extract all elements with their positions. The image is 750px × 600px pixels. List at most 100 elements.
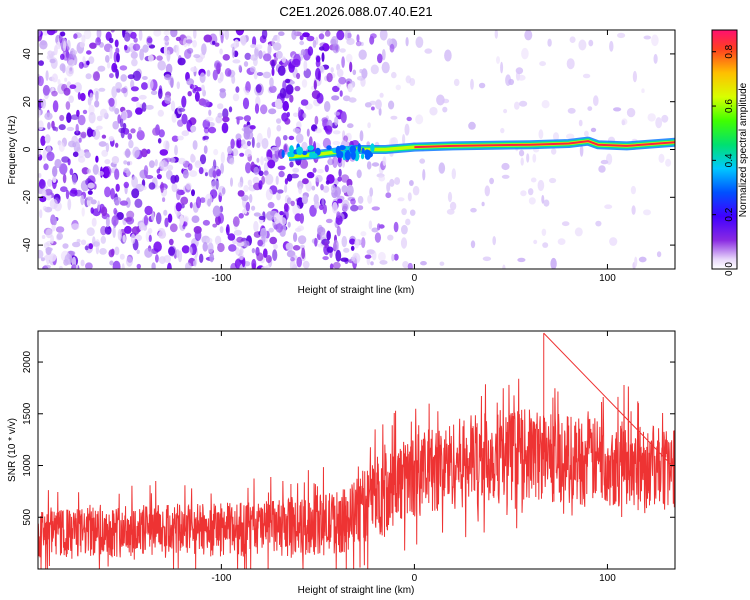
spectrogram-xlabel: Height of straight line (km) <box>298 285 415 296</box>
spectrogram-noise-blob <box>167 213 173 223</box>
spectrogram-noise-blob <box>258 180 263 190</box>
spectrogram-noise-blob <box>92 128 101 140</box>
spectrogram-noise-blob <box>61 64 66 74</box>
spectrogram-noise-blob <box>517 257 526 263</box>
spectrogram-noise-blob <box>65 101 71 110</box>
spectrogram-ridge-blob <box>344 150 351 161</box>
snr-ytick-label: 2000 <box>22 350 33 373</box>
spectrogram-noise-blob <box>123 167 130 173</box>
spectrogram-noise-blob <box>393 253 399 261</box>
spectrogram-noise-blob <box>72 50 78 55</box>
spectrogram-noise-blob <box>254 103 260 114</box>
spectrogram-noise-blob <box>38 101 42 111</box>
spectrogram-noise-blob <box>609 40 614 52</box>
spectrogram-noise-blob <box>276 192 281 201</box>
spectrogram-noise-blob <box>51 90 58 97</box>
spectrogram-noise-blob <box>190 125 197 133</box>
spectrogram-noise-blob <box>325 180 330 185</box>
spectrogram-noise-blob <box>240 35 247 46</box>
spectrogram-noise-blob <box>256 157 260 163</box>
spectrogram-noise-blob <box>75 123 79 134</box>
spectrogram-noise-blob <box>290 173 300 179</box>
spectrogram-noise-blob <box>232 93 240 102</box>
spectrogram-noise-blob <box>368 220 373 230</box>
spectrogram-noise-blob <box>65 189 70 200</box>
spectrogram-noise-blob <box>282 100 290 112</box>
spectrogram-noise-blob <box>352 69 357 76</box>
spectrogram-noise-blob <box>346 37 355 46</box>
spectrogram-noise-blob <box>126 161 131 166</box>
spectrogram-noise-blob <box>330 67 334 73</box>
spectrogram-noise-blob <box>213 148 219 156</box>
spectrogram-noise-blob <box>97 65 106 72</box>
spectrogram-noise-blob <box>49 198 58 210</box>
spectrogram-noise-blob <box>300 49 306 56</box>
spectrogram-noise-blob <box>293 112 299 118</box>
spectrogram-noise-blob <box>302 260 310 269</box>
spectrogram-noise-blob <box>318 46 325 51</box>
spectrogram-noise-blob <box>336 68 344 78</box>
spectrogram-noise-blob <box>193 54 201 59</box>
spectrogram-noise-blob <box>92 241 100 247</box>
spectrogram-ridge-blob <box>301 150 308 156</box>
spectrogram-noise-blob <box>470 78 474 90</box>
spectrogram-noise-blob <box>280 217 287 226</box>
spectrogram-noise-blob <box>217 103 224 110</box>
spectrogram-noise-blob <box>79 92 86 102</box>
spectrogram-noise-blob <box>409 209 416 216</box>
spectrogram-noise-blob <box>52 100 59 113</box>
spectrogram-noise-blob <box>584 130 589 137</box>
spectrogram-noise-blob <box>273 243 278 250</box>
spectrogram-noise-blob <box>253 220 259 233</box>
spectrogram-noise-blob <box>57 79 61 85</box>
spectrogram-noise-blob <box>655 117 663 129</box>
spectrogram-noise-blob <box>356 34 360 43</box>
spectrogram-noise-blob <box>332 85 340 93</box>
spectrogram-ridge-blob <box>307 145 315 151</box>
spectrogram-noise-blob <box>80 239 87 246</box>
spectrogram-noise-blob <box>92 164 99 175</box>
spectrogram-noise-blob <box>407 262 413 269</box>
spectrogram-noise-blob <box>189 83 195 90</box>
spectrogram-noise-blob <box>140 185 147 191</box>
spectrogram-noise-blob <box>80 194 85 206</box>
spectrogram-noise-blob <box>236 117 240 125</box>
spectrogram-noise-blob <box>230 177 233 187</box>
spectrogram-noise-blob <box>600 159 609 165</box>
spectrogram-noise-blob <box>260 156 264 166</box>
spectrogram-noise-blob <box>306 171 315 179</box>
spectrogram-noise-blob <box>167 164 174 171</box>
spectrogram-noise-blob <box>104 166 112 178</box>
spectrogram-noise-blob <box>95 37 101 46</box>
spectrogram-noise-blob <box>70 114 80 120</box>
spectrogram-noise-blob <box>131 58 138 67</box>
spectrogram-noise-blob <box>222 116 230 123</box>
spectrogram-ridge-blob <box>326 145 332 150</box>
spectrogram-noise-blob <box>336 83 341 88</box>
spectrogram-noise-blob <box>574 227 583 237</box>
spectrogram-noise-blob <box>438 162 446 174</box>
spectrogram-noise-blob <box>290 200 295 207</box>
spectrogram-noise-blob <box>176 249 180 258</box>
spectrogram-noise-blob <box>299 35 304 41</box>
spectrogram-noise-blob <box>69 168 74 176</box>
spectrogram-noise-blob <box>131 226 140 235</box>
spectrogram-noise-blob <box>47 178 53 187</box>
spectrogram-xtick-label: 100 <box>599 273 616 284</box>
spectrogram-noise-blob <box>366 257 371 266</box>
spectrogram-noise-blob <box>84 151 91 159</box>
spectrogram-noise-blob <box>429 106 438 116</box>
spectrogram-noise-blob <box>276 124 282 132</box>
spectrogram-noise-blob <box>325 218 333 224</box>
spectrogram-noise-blob <box>45 228 53 239</box>
spectrogram-noise-blob <box>189 170 198 178</box>
spectrogram-noise-blob <box>90 199 97 205</box>
spectrogram-ridge-blob <box>370 143 375 153</box>
spectrogram-noise-blob <box>138 222 145 231</box>
spectrogram-noise-blob <box>63 87 71 96</box>
spectrogram-noise-blob <box>292 204 301 216</box>
spectrogram-noise-blob <box>40 257 45 262</box>
spectrogram-noise-blob <box>364 102 372 108</box>
spectrogram-noise-blob <box>379 30 388 41</box>
spectrogram-noise-blob <box>519 100 528 107</box>
